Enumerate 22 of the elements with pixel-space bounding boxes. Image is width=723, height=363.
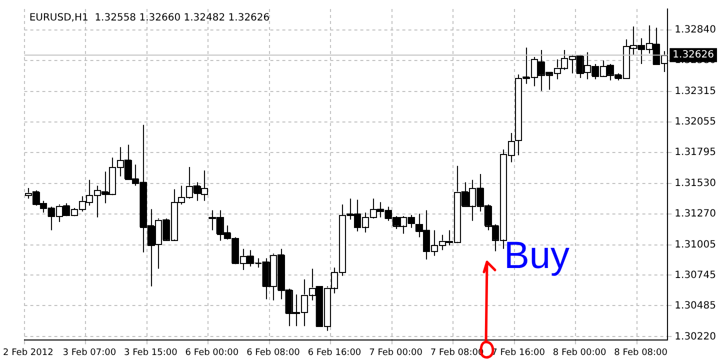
- x-tick-label: 8 Feb 00:00: [552, 348, 606, 358]
- x-tick-label: 6 Feb 16:00: [308, 348, 362, 358]
- y-tick-label: 1.30745: [674, 270, 716, 281]
- y-tick-label: 1.30220: [674, 331, 716, 342]
- annotation: Buy: [504, 234, 570, 278]
- y-tick-label: 1.31795: [674, 146, 716, 158]
- x-tick-label: 2 Feb 2012: [3, 348, 54, 358]
- x-tick-label: 8 Feb 08:00: [614, 348, 668, 358]
- y-tick-label: 1.30485: [674, 300, 716, 312]
- y-tick-label: 1.32840: [674, 24, 716, 36]
- x-tick-label: 6 Feb 08:00: [246, 348, 300, 358]
- x-tick-label: 3 Feb 07:00: [62, 348, 116, 358]
- y-tick-label: 1.31530: [674, 178, 716, 189]
- x-tick-label: 3 Feb 15:00: [124, 348, 178, 358]
- y-tick-label: 1.31005: [674, 239, 716, 250]
- ref-line-label: 1.32626: [672, 50, 714, 61]
- x-tick-label: 7 Feb 00:00: [369, 348, 423, 358]
- chart-title: EURUSD,H1 1.32558 1.32660 1.32482 1.32626: [29, 12, 270, 24]
- y-tick-label: 1.32315: [674, 86, 716, 98]
- y-tick-label: 1.32055: [674, 116, 716, 128]
- x-tick-label: 6 Feb 00:00: [185, 348, 239, 358]
- y-tick-label: 1.31270: [674, 208, 716, 220]
